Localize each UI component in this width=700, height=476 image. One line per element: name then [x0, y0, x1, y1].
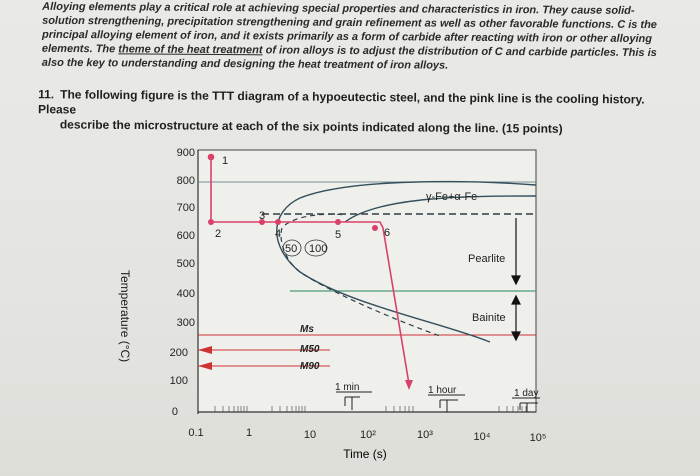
m50-label: M50	[300, 344, 320, 355]
point-2-label: 2	[215, 228, 221, 240]
y-tick: 700	[177, 202, 195, 214]
point-4	[275, 219, 281, 225]
point-5-label: 5	[335, 229, 341, 241]
cooling-arrowhead	[405, 380, 413, 390]
point-6-label: 6	[384, 227, 390, 239]
x-axis-label: Time (s)	[343, 447, 387, 461]
curve-100-label: 100	[309, 243, 327, 255]
y-tick: 200	[170, 347, 188, 359]
x-tick: 1	[246, 427, 252, 439]
x-tick: 10	[304, 429, 316, 441]
point-5	[335, 219, 341, 225]
y-tick: 800	[177, 175, 195, 187]
point-6	[372, 225, 378, 231]
point-3-label: 3	[259, 210, 265, 222]
x-tick: 10³	[417, 429, 433, 441]
arrow-m90	[198, 362, 212, 370]
circle-50	[282, 239, 302, 257]
m90-label: M90	[300, 361, 320, 372]
region-ferrite-label: γ-Fe+α-Fe	[426, 191, 477, 203]
time-1min-label: 1 min	[335, 382, 359, 393]
plot-frame	[197, 149, 537, 413]
y-tick: 0	[172, 406, 178, 418]
x-tick: 10²	[360, 429, 376, 441]
x-tick: 10⁴	[474, 431, 491, 443]
y-tick: 400	[177, 288, 195, 300]
point-4-label: 4	[275, 228, 281, 240]
time-1hour-label: 1 hour	[428, 385, 457, 396]
circle-100	[304, 239, 328, 257]
arrow-up-2	[511, 294, 521, 305]
point-3	[259, 219, 265, 225]
point-2	[208, 219, 214, 225]
x-tick: 0.1	[188, 427, 203, 439]
y-tick: 900	[177, 147, 195, 159]
ttt-50-dashed	[280, 227, 441, 337]
x-tick: 10⁵	[530, 432, 547, 444]
y-tick: 500	[177, 258, 195, 270]
region-pearlite-label: Pearlite	[468, 253, 505, 265]
y-tick: 300	[177, 317, 195, 329]
point-1-label: 1	[222, 155, 228, 167]
ttt-finish-curve	[344, 195, 537, 223]
region-bainite-label: Bainite	[472, 312, 506, 324]
arrow-down-2	[511, 331, 521, 342]
y-tick: 600	[177, 230, 195, 242]
curve-50-label: 50	[285, 243, 297, 255]
arrow-down-1	[511, 275, 521, 286]
arrow-m50	[198, 346, 212, 354]
time-1day-label: 1 day	[514, 388, 538, 399]
point-1	[207, 153, 215, 161]
ttt-start-curve	[276, 180, 537, 343]
ms-label: Ms	[300, 324, 314, 335]
y-tick: 100	[170, 375, 188, 387]
